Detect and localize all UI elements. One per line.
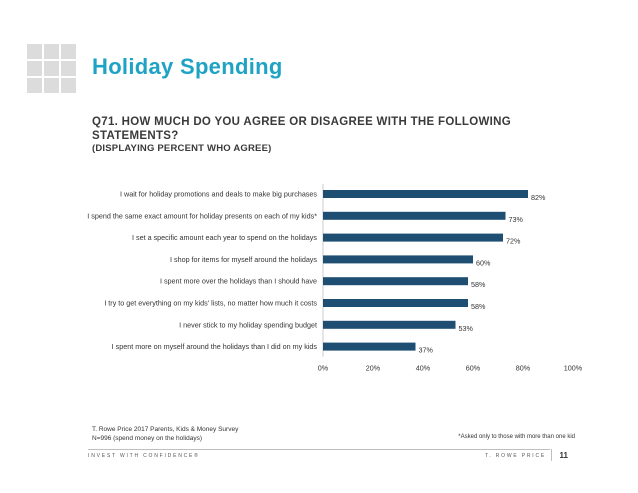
- x-tick-label: 0%: [318, 364, 329, 373]
- x-tick-label: 40%: [416, 364, 431, 373]
- x-tick-label: 100%: [564, 364, 583, 373]
- logo-tile: [44, 44, 59, 59]
- source-note: T. Rowe Price 2017 Parents, Kids & Money…: [92, 425, 238, 443]
- tagline: INVEST WITH CONFIDENCE®: [88, 453, 200, 459]
- value-label: 60%: [476, 258, 491, 267]
- logo-tile: [61, 44, 76, 59]
- page-separator: [551, 449, 552, 461]
- bar: [323, 320, 456, 329]
- category-label: I never stick to my holiday spending bud…: [179, 320, 317, 329]
- logo-tile: [61, 78, 76, 93]
- category-label: I spent more over the holidays than I sh…: [160, 277, 317, 286]
- source-text: T. Rowe Price 2017 Parents, Kids & Money…: [92, 426, 239, 433]
- sample-text: N=996 (spend money on the holidays): [92, 435, 203, 442]
- logo-tile: [27, 44, 42, 59]
- x-tick-label: 20%: [366, 364, 381, 373]
- category-label: I try to get everything on my kids' list…: [104, 299, 317, 308]
- bar: [323, 255, 473, 264]
- bar-chart: I wait for holiday promotions and deals …: [87, 184, 583, 373]
- bar: [323, 277, 468, 286]
- bar: [323, 299, 468, 307]
- page-title: Holiday Spending: [92, 54, 283, 79]
- value-label: 58%: [471, 302, 486, 311]
- value-label: 82%: [531, 193, 546, 202]
- value-label: 58%: [471, 280, 486, 289]
- bar: [323, 211, 506, 220]
- logo-tile: [44, 61, 59, 76]
- category-label: I wait for holiday promotions and deals …: [120, 190, 317, 199]
- category-label: I spend the same exact amount for holida…: [87, 211, 317, 220]
- bar: [323, 233, 503, 242]
- logo-tile: [61, 61, 76, 76]
- logo-tile: [27, 78, 42, 93]
- bar: [323, 342, 416, 351]
- footer-divider: [88, 449, 550, 450]
- value-label: 72%: [506, 237, 521, 246]
- category-label: I spent more on myself around the holida…: [112, 342, 318, 351]
- logo-tile: [44, 78, 59, 93]
- logo-grid: [27, 44, 76, 93]
- value-label: 73%: [509, 215, 524, 224]
- question-text: Q71. HOW MUCH DO YOU AGREE OR DISAGREE W…: [92, 116, 511, 142]
- bar: [323, 190, 528, 198]
- value-label: 37%: [419, 346, 434, 355]
- category-label: I set a specific amount each year to spe…: [132, 233, 317, 242]
- footnote: *Asked only to those with more than one …: [458, 434, 575, 440]
- page-number: 11: [559, 451, 568, 460]
- x-tick-label: 60%: [466, 364, 481, 373]
- brand-name: T. ROWE PRICE: [485, 453, 546, 459]
- value-label: 53%: [459, 324, 474, 333]
- x-tick-label: 80%: [516, 364, 531, 373]
- question-subtitle: (DISPLAYING PERCENT WHO AGREE): [92, 143, 272, 154]
- category-label: I shop for items for myself around the h…: [170, 255, 317, 264]
- logo-tile: [27, 61, 42, 76]
